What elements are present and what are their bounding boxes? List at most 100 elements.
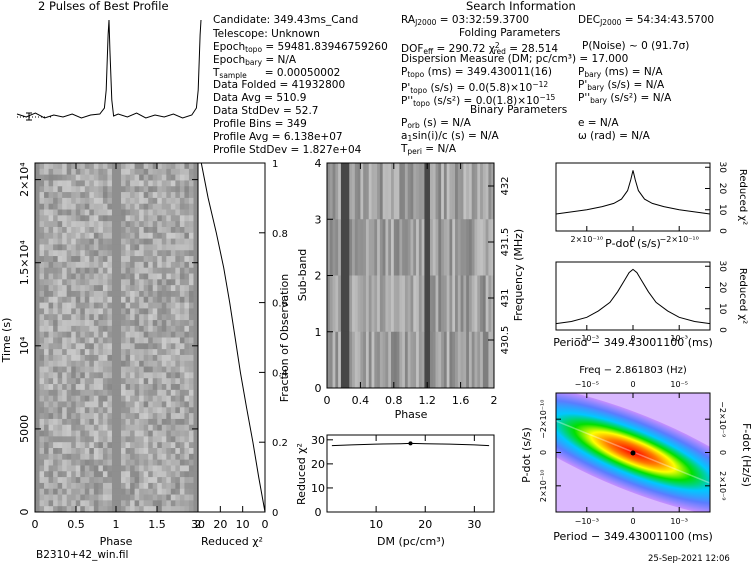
greyscale-cell — [152, 180, 158, 187]
greyscale-cell — [139, 407, 145, 414]
greyscale-cell — [57, 360, 63, 367]
greyscale-cell — [111, 180, 117, 187]
greyscale-cell — [107, 296, 113, 303]
subband-cell — [468, 331, 473, 389]
greyscale-cell — [175, 290, 181, 298]
greyscale-cell — [53, 436, 59, 443]
greyscale-cell — [170, 453, 176, 461]
greyscale-cell — [179, 238, 185, 245]
greyscale-cell — [102, 250, 108, 257]
subband-cell — [421, 275, 425, 333]
greyscale-cell — [93, 401, 99, 408]
greyscale-cell — [39, 366, 45, 373]
greyscale-cell — [89, 424, 95, 431]
greyscale-cell — [161, 343, 167, 350]
greyscale-cell — [121, 395, 126, 402]
greyscale-cell — [179, 360, 185, 367]
greyscale-cell — [98, 186, 104, 193]
greyscale-cell — [139, 436, 145, 443]
greyscale-cell — [62, 331, 68, 338]
greyscale-cell — [157, 238, 163, 245]
chi2-fraction-line — [200, 162, 266, 513]
dm-frame — [326, 434, 495, 513]
pdot-axis-label: P-dot (s/s) — [605, 237, 661, 250]
greyscale-cell — [179, 477, 185, 484]
dec: DECJ2000 = 54:34:43.5700 — [578, 14, 715, 27]
greyscale-cell — [116, 279, 122, 286]
greyscale-cell — [184, 482, 190, 490]
greyscale-cell — [143, 453, 149, 461]
greyscale-cell — [39, 430, 45, 437]
greyscale-cell — [53, 238, 59, 245]
profile-plot — [16, 19, 202, 121]
greyscale-cell — [53, 354, 59, 362]
greyscale-cell — [193, 442, 199, 449]
greyscale-cell — [89, 482, 95, 490]
greyscale-cell — [111, 384, 117, 391]
greyscale-cell — [62, 186, 68, 193]
subband-cell — [379, 275, 384, 333]
greyscale-cell — [188, 320, 194, 327]
greyscale-cell — [102, 232, 108, 240]
greyscale-cell — [75, 395, 81, 402]
greyscale-cell — [35, 215, 40, 222]
greyscale-cell — [39, 354, 45, 362]
greyscale-cell — [71, 221, 77, 228]
greyscale-cell — [66, 261, 72, 269]
greyscale-cell — [184, 302, 190, 309]
greyscale-cell — [102, 267, 108, 274]
greyscale-cell — [53, 407, 59, 414]
greyscale-cell — [80, 256, 86, 263]
greyscale-cell — [89, 302, 95, 309]
greyscale-cell — [152, 349, 158, 356]
greyscale-cell — [48, 448, 54, 455]
greyscale-cell — [152, 459, 158, 466]
subband-cell — [449, 331, 453, 389]
period-axis-label: Period − 349.43001100 (ms) — [553, 336, 713, 349]
greyscale-cell — [188, 250, 194, 257]
greyscale-cell — [84, 325, 90, 333]
greyscale-cell — [93, 186, 99, 193]
greyscale-cell — [53, 506, 59, 513]
greyscale-cell — [152, 163, 158, 170]
time-axis-label: Time (s) — [0, 318, 13, 364]
greyscale-cell — [134, 430, 140, 437]
greyscale-cell — [184, 389, 190, 397]
greyscale-cell — [130, 337, 136, 344]
subband-cell — [474, 219, 478, 276]
greyscale-cell — [53, 378, 59, 385]
greyscale-cell — [62, 285, 68, 292]
greyscale-cell — [93, 337, 99, 344]
greyscale-cell — [84, 279, 90, 286]
greyscale-cell — [148, 413, 154, 420]
greyscale-cell — [157, 296, 163, 303]
greyscale-cell — [107, 360, 113, 367]
greyscale-cell — [44, 453, 49, 461]
pddot-bary: P''bary (s/s²) = N/A — [578, 92, 672, 105]
greyscale-cell — [80, 343, 86, 350]
subband-tick-label: 4 — [315, 157, 322, 170]
greyscale-cell — [175, 174, 181, 181]
greyscale-cell — [175, 343, 181, 350]
greyscale-cell — [179, 192, 185, 199]
greyscale-cell — [157, 477, 163, 484]
subband-cell — [377, 331, 381, 389]
greyscale-cell — [179, 442, 185, 449]
period-y-tick: 20 — [717, 282, 727, 294]
chi2-tick-label: 10 — [236, 518, 250, 531]
greyscale-cell — [111, 267, 117, 274]
greyscale-cell — [184, 186, 190, 193]
greyscale-cell — [80, 302, 86, 309]
greyscale-cell — [179, 221, 185, 228]
greyscale-cell — [48, 343, 54, 350]
greyscale-cell — [75, 267, 81, 274]
greyscale-cell — [170, 215, 176, 222]
greyscale-cell — [179, 256, 185, 263]
greyscale-cell — [89, 186, 95, 193]
greyscale-cell — [57, 250, 63, 257]
greyscale-cell — [116, 267, 122, 274]
subband-cell — [427, 163, 431, 220]
greyscale-cell — [107, 448, 113, 455]
greyscale-cell — [152, 314, 158, 321]
greyscale-cell — [62, 320, 68, 327]
